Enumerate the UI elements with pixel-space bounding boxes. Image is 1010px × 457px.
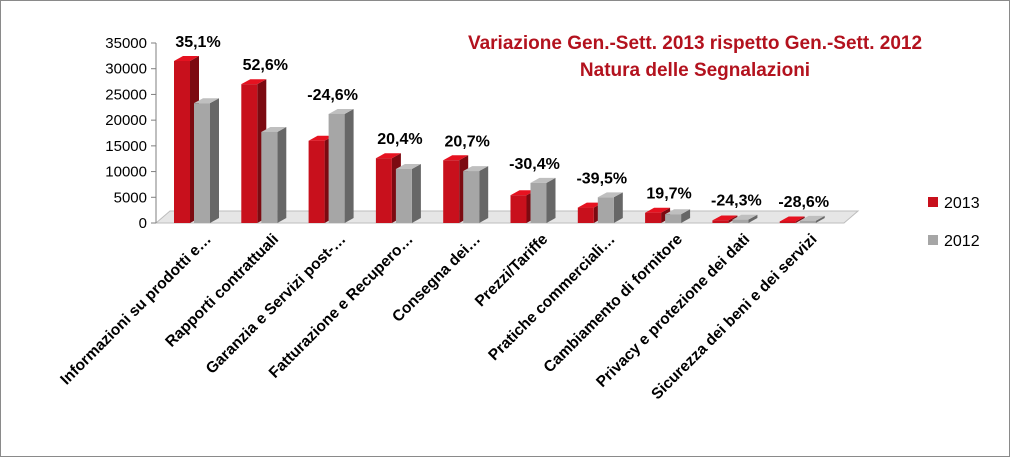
legend: 2013 2012 (928, 195, 980, 250)
chart-title: Variazione Gen.-Sett. 2013 rispetto Gen.… (467, 33, 923, 54)
y-tick-label: 5000 (114, 189, 147, 206)
y-tick-label: 30000 (105, 61, 147, 78)
data-label: 52,6% (243, 57, 288, 74)
bar-2012 (530, 177, 556, 223)
y-tick-label: 15000 (105, 138, 147, 155)
bar-2012 (261, 127, 287, 223)
y-tick-label: 0 (139, 215, 147, 232)
data-label: -30,4% (509, 156, 560, 173)
legend-swatch (928, 235, 938, 245)
bar-2012 (665, 209, 691, 223)
data-label: -24,6% (307, 87, 358, 104)
bar-2012 (799, 215, 825, 223)
y-tick-label: 25000 (105, 86, 147, 103)
bar-2012 (194, 98, 219, 223)
data-label: 20,4% (377, 131, 422, 148)
y-tick-label: 35000 (105, 35, 147, 52)
y-tick-label: 10000 (105, 164, 147, 181)
legend-label: 2012 (944, 233, 980, 250)
chart-title-block: Variazione Gen.-Sett. 2013 rispetto Gen.… (380, 30, 1010, 84)
chart-subtitle: Natura delle Segnalazioni (579, 60, 811, 81)
data-label: 35,1% (175, 34, 220, 51)
category-label: Pratiche commerciali… (485, 231, 618, 364)
bar-2012 (463, 166, 489, 223)
data-label: -24,3% (711, 193, 762, 210)
category-label: Garanzia e Servizi post-… (203, 231, 350, 378)
data-label: 20,7% (445, 133, 490, 150)
bar-2012 (328, 109, 354, 223)
data-label: 19,7% (646, 186, 691, 203)
legend-item-2013: 2013 (928, 195, 980, 212)
bar-2013 (779, 216, 805, 223)
data-labels: 35,1% 52,6% -24,6% 20,4% 20,7% -30,4% -39,5% 19… (175, 34, 829, 211)
bar-2012 (597, 192, 623, 223)
category-labels: Informazioni su prodotti e…Rapporti cont… (57, 231, 820, 404)
bar-2012 (395, 164, 421, 223)
category-label: Cambiamento di fornitore (541, 231, 687, 377)
data-label: -28,6% (778, 194, 829, 211)
bar-2013 (712, 215, 738, 223)
bars (174, 56, 825, 224)
bar-2012 (732, 214, 758, 223)
category-label: Rapporti contrattuali (162, 231, 282, 351)
legend-swatch (928, 197, 938, 207)
y-axis: 0 5000 10000 15000 20000 25000 30000 35000 (105, 35, 157, 232)
y-tick-label: 20000 (105, 112, 147, 129)
data-label: -39,5% (576, 170, 627, 187)
legend-item-2012: 2012 (928, 233, 980, 250)
category-label: Fatturazione e Recupero… (266, 231, 417, 382)
legend-label: 2013 (944, 195, 980, 212)
